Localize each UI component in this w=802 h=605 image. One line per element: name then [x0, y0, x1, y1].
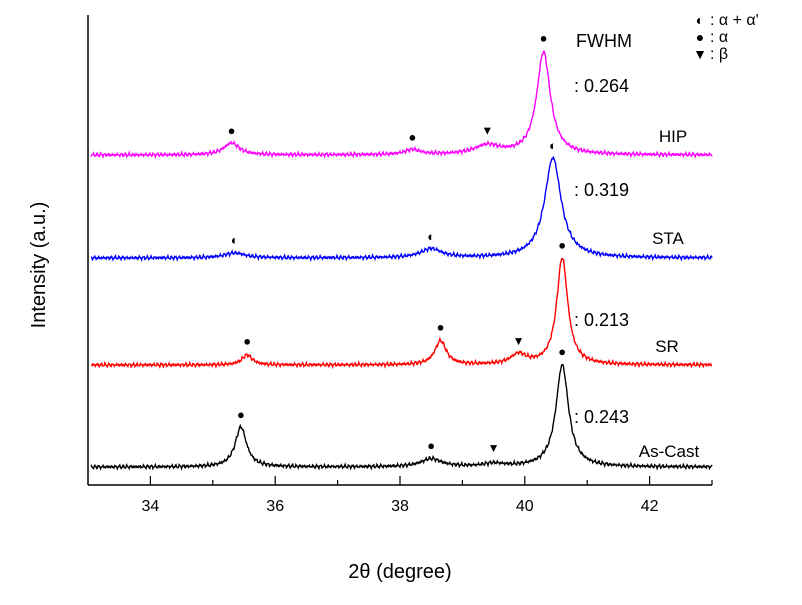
- legend-symbol: ▼: [693, 46, 707, 62]
- peak-marker: ▼: [513, 334, 525, 348]
- peak-marker: ●: [237, 407, 245, 422]
- x-tick-label: 42: [641, 498, 659, 515]
- peak-marker: ◐: [549, 138, 557, 153]
- peak-marker: ●: [437, 320, 445, 335]
- peak-marker: ●: [558, 238, 566, 253]
- x-tick-label: 34: [142, 498, 160, 515]
- series-line-hip: [90, 50, 713, 160]
- series-label: As-Cast: [639, 442, 700, 461]
- series-line-sr: [91, 257, 713, 370]
- fwhm-value: : 0.213: [574, 310, 629, 330]
- series-line-sta: [90, 155, 713, 263]
- fwhm-heading: FWHM: [576, 31, 632, 51]
- axes: 34 36 38 40 42: [87, 15, 713, 515]
- x-tick-label: 38: [391, 498, 409, 515]
- fwhm-value: : 0.319: [574, 180, 629, 200]
- legend-symbol: ●: [696, 29, 704, 45]
- peak-marker: ●: [228, 123, 236, 138]
- peak-marker: ◐: [427, 229, 435, 244]
- peak-marker: ▼: [481, 124, 493, 138]
- peak-marker: ●: [243, 333, 251, 348]
- peak-markers: ● ● ▼ ● ◐ ◐ ◐ ● ● ▼ ● ● ● ▼ ●: [228, 30, 567, 454]
- legend-label: : β: [710, 46, 728, 63]
- series-label: STA: [652, 229, 684, 248]
- series-line-as-cast: [90, 363, 713, 471]
- legend: ◐ : α + α' ● : α▼: β: [693, 12, 759, 63]
- y-axis-label: Intensity (a.u.): [28, 202, 50, 329]
- series-label: HIP: [659, 127, 687, 146]
- peak-marker: ●: [427, 438, 435, 453]
- peak-marker: ●: [558, 344, 566, 359]
- x-tick-label: 36: [266, 498, 284, 515]
- x-tick-label: 40: [516, 498, 534, 515]
- series-label: SR: [655, 337, 679, 356]
- peak-marker: ●: [409, 130, 417, 145]
- legend-label: : α + α': [710, 12, 759, 29]
- peak-marker: ▼: [488, 441, 500, 455]
- fwhm-value: : 0.264: [574, 76, 629, 96]
- x-axis-label: 2θ (degree): [348, 561, 451, 583]
- curves: HIP : 0.264 STA : 0.319 SR : 0.213 As-Cast : 0.…: [90, 50, 713, 471]
- legend-symbol: ◐: [696, 12, 704, 28]
- fwhm-value: : 0.243: [574, 407, 629, 427]
- peak-marker: ◐: [231, 233, 239, 248]
- peak-marker: ●: [540, 30, 548, 45]
- legend-label: : α: [710, 29, 728, 46]
